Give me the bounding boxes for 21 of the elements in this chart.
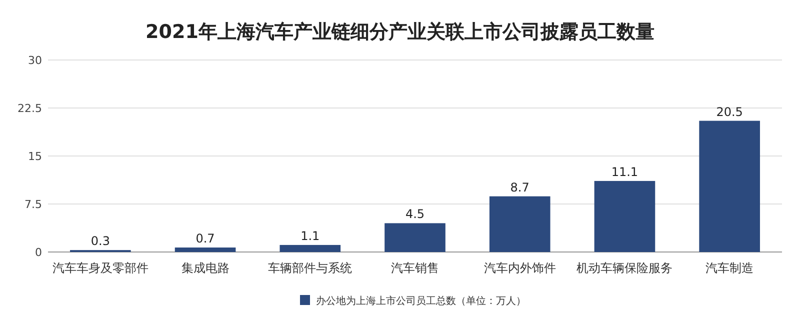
y-tick-label: 15 — [28, 150, 42, 163]
data-label: 8.7 — [510, 180, 530, 194]
y-tick-label: 30 — [28, 54, 42, 67]
x-tick-label: 机动车辆保险服务 — [576, 261, 673, 275]
y-tick-label: 0 — [35, 246, 42, 259]
data-label: 0.3 — [90, 234, 110, 248]
x-tick-label: 车辆部件与系统 — [268, 261, 352, 275]
data-label: 1.1 — [300, 228, 320, 243]
x-tick-label: 集成电路 — [181, 261, 230, 275]
x-tick-label: 汽车内外饰件 — [484, 261, 556, 275]
data-label: 0.7 — [196, 232, 215, 246]
x-tick-label: 汽车销售 — [391, 261, 439, 275]
x-tick-label: 汽车制造 — [706, 261, 754, 275]
data-label: 4.5 — [405, 207, 425, 222]
title: 2021年上海汽车产业链细分产业关联上市公司披露员工数量 — [146, 21, 654, 43]
y-tick-label: 7.5 — [24, 198, 42, 211]
y-tick-label: 22.5 — [18, 102, 42, 115]
x-tick-label: 汽车车身及零部件 — [52, 261, 148, 275]
data-label: 11.1 — [611, 164, 638, 179]
data-label: 20.5 — [716, 104, 743, 119]
legend-label: 办公地为上海上市公司员工总数（单位：万人） — [316, 295, 526, 307]
